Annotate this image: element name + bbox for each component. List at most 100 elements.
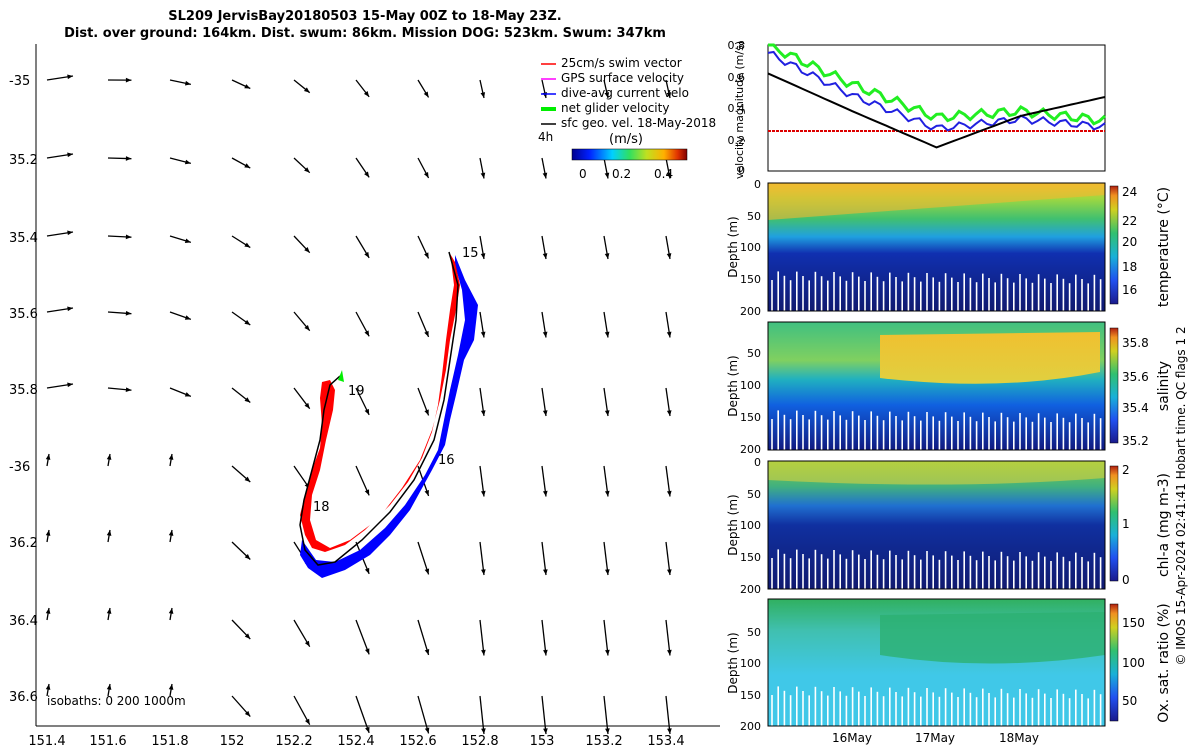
x-tick: 151.6: [89, 734, 126, 749]
salinity-panel: 50 100 150 200 Depth (m) 35.8 35.6 35.4 …: [726, 321, 1172, 456]
salinity-colorbar: [1109, 327, 1119, 444]
velocity-arrowhead: [125, 387, 132, 392]
net-glider-velocity-marker: [338, 370, 344, 382]
velocity-arrow: [479, 541, 485, 576]
velocity-arrowhead: [244, 242, 251, 248]
y-tick: 0.2: [728, 134, 746, 147]
velocity-arrowhead: [184, 80, 191, 86]
velocity-arrowhead: [125, 234, 132, 240]
velocity-arrowhead: [542, 253, 548, 259]
temperature-frame: [767, 182, 1106, 312]
speed-colorbar: (m/s) 0 0.2 0.4: [571, 132, 688, 181]
colorbar-gradient: [571, 148, 688, 161]
y-tick: 150: [740, 273, 761, 286]
map-plot: 15 16 18 19 25cm/s swim vector GPS surfa…: [9, 44, 720, 749]
velocity-arrow: [417, 541, 430, 575]
isobaths-label: isobaths: 0 200 1000m: [47, 694, 186, 708]
y-tick: 0: [738, 164, 745, 177]
y-tick: 0.6: [728, 71, 746, 84]
y-tick: 200: [740, 305, 761, 318]
credit-text: © IMOS 15-Apr-2024 02:41:41 Hobart time.…: [1174, 326, 1188, 665]
velocity-arrowhead: [424, 568, 430, 575]
day-label-18: 18: [313, 500, 330, 515]
y-tick: 100: [740, 379, 761, 392]
velocity-arrow: [355, 619, 370, 655]
map-y-tick-labels: -35 35.2 35.4 35.6 35.8 -36 36.2 36.4 36…: [9, 74, 38, 705]
cb-tick: 0: [1122, 573, 1130, 587]
velocity-arrowhead: [604, 410, 610, 416]
legend-label: net glider velocity: [561, 101, 669, 115]
salinity-frame: [767, 321, 1106, 451]
velocity-arrowhead: [364, 408, 370, 415]
velocity-arrowhead: [125, 310, 132, 316]
y-tick: 35.8: [9, 383, 38, 398]
cb-tick: 50: [1122, 694, 1137, 708]
cb-tick: 16: [1122, 283, 1137, 297]
y-tick: 100: [740, 657, 761, 670]
velocity-arrow: [541, 695, 547, 735]
colorbar-tick: 0: [579, 167, 587, 181]
velocity-arrow: [603, 695, 609, 735]
velocity-arrowhead: [45, 608, 51, 614]
velocity-arrowhead: [543, 728, 548, 734]
y-tick: -35: [9, 74, 30, 89]
legend-label: sfc geo. vel. 18-May-2018: [561, 116, 716, 130]
velocity-arrow: [665, 541, 671, 576]
velocity-arrowhead: [542, 490, 548, 497]
legend-label: GPS surface velocity: [561, 71, 684, 85]
cb-tick: 100: [1122, 656, 1145, 670]
velocity-panel: 0.8 0.6 0.4 0.2 0 velocity magnitude (m/…: [728, 39, 1107, 179]
velocity-arrow: [417, 695, 430, 734]
velocity-arrowhead: [364, 330, 370, 337]
x-tick-16may: 16May: [832, 731, 872, 745]
velocity-arrowhead: [604, 253, 610, 259]
velocity-arrowhead: [481, 569, 486, 575]
velocity-series-green: [768, 43, 1107, 126]
x-tick: 152.6: [399, 734, 436, 749]
velocity-arrowhead: [480, 410, 486, 416]
velocity-arrowhead: [67, 74, 73, 80]
velocity-arrowhead: [604, 172, 610, 179]
velocity-arrowhead: [168, 608, 174, 614]
velocity-arrowhead: [303, 87, 310, 93]
y-tick: 150: [740, 689, 761, 702]
cb-tick: 150: [1122, 616, 1145, 630]
cb-tick: 2: [1122, 463, 1130, 477]
velocity-arrowhead: [480, 92, 486, 98]
velocity-arrow: [355, 695, 370, 734]
velocity-arrowhead: [666, 253, 672, 259]
x-tick: 153.2: [585, 734, 622, 749]
velocity-arrowhead: [125, 77, 132, 83]
cb-tick: 24: [1122, 185, 1137, 199]
velocity-arrowhead: [666, 331, 672, 338]
velocity-arrow: [541, 619, 547, 656]
velocity-arrowhead: [423, 91, 429, 98]
legend-label: 25cm/s swim vector: [561, 56, 682, 70]
oxygen-panel: 50 100 150 200 Depth (m) 150 100 50 Ox. …: [726, 598, 1172, 733]
y-tick: 200: [740, 443, 761, 456]
velocity-arrow: [603, 541, 609, 576]
profile-gaps: [771, 410, 1102, 450]
profile-gaps: [771, 686, 1102, 726]
velocity-arrowhead: [605, 649, 610, 656]
chla-panel: 0 50 100 150 200 Depth (m) 2 1 0 chl-a (…: [726, 456, 1172, 596]
velocity-arrowhead: [67, 382, 73, 388]
figure-title-line2: Dist. over ground: 164km. Dist. swum: 86…: [64, 26, 666, 41]
oxygen-frame: [767, 598, 1106, 727]
velocity-arrowhead: [304, 640, 310, 647]
x-tick: 151.4: [28, 734, 65, 749]
velocity-arrowhead: [45, 454, 51, 460]
velocity-arrowhead: [106, 608, 112, 614]
depth-ylabel: Depth (m): [726, 632, 740, 693]
velocity-arrow: [417, 619, 430, 656]
x-tick-18may: 18May: [999, 731, 1039, 745]
chla-cblabel: chl-a (mg m-3): [1156, 473, 1172, 577]
velocity-arrowhead: [168, 454, 174, 460]
legend-dive-avg: dive-avg current velo: [541, 86, 689, 100]
velocity-arrowhead: [604, 92, 610, 98]
y-tick: 50: [747, 626, 761, 639]
y-tick: -36: [9, 460, 30, 475]
y-tick: 36.4: [9, 614, 38, 629]
velocity-arrowhead: [184, 159, 191, 165]
